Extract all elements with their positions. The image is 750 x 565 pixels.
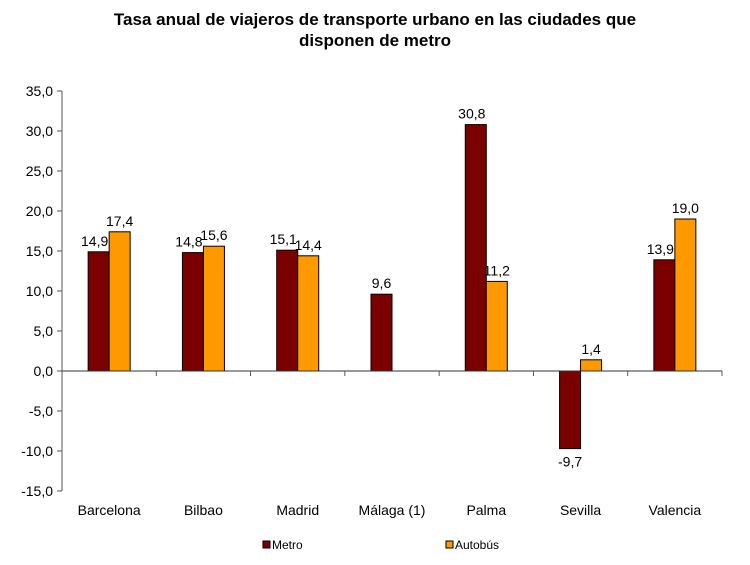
bar-autobus	[297, 255, 320, 372]
legend-label-autobus: Autobús	[455, 538, 499, 552]
legend: Metro Autobús	[262, 538, 499, 552]
data-labels: 14,9 17,4 14,815,6 15,114,4 9,6 30,8 11,2 -9,7 1…	[81, 106, 699, 470]
bar-autobus	[485, 280, 508, 372]
category-label: Málaga (1)	[359, 502, 426, 518]
category-label: Madrid	[276, 502, 319, 518]
y-tick-label: -10,0	[21, 443, 53, 459]
bar-autobus	[580, 359, 603, 372]
legend-swatch-autobus	[445, 540, 454, 549]
y-tick-label: 25,0	[26, 163, 53, 179]
bar-autobus	[108, 231, 131, 372]
data-label: 9,6	[372, 275, 392, 291]
category-label: Sevilla	[560, 502, 601, 518]
category-label: Bilbao	[184, 502, 223, 518]
bar-metro	[464, 124, 487, 372]
bar-metro	[276, 249, 299, 372]
bar-autobus	[202, 245, 225, 372]
y-tick-label: 0,0	[34, 363, 54, 379]
data-label: 15,1	[270, 231, 297, 247]
y-axis: 35,0 30,0 25,0 20,0 15,0 10,0 5,0 0,0 -5,0 -10,0 -…	[21, 83, 63, 499]
x-axis: Barcelona Bilbao Madrid Málaga (1) Palma Sevi…	[62, 370, 723, 518]
y-tick-label: 15,0	[26, 243, 53, 259]
bar-metro	[87, 251, 110, 372]
legend-swatch-metro	[262, 540, 271, 549]
bars	[87, 124, 697, 450]
category-label: Valencia	[649, 502, 702, 518]
data-label: 17,4	[106, 213, 133, 229]
chart-title-line-1: Tasa anual de viajeros de transporte urb…	[113, 10, 637, 29]
data-label: 11,2	[484, 262, 510, 278]
bar-autobus	[674, 218, 697, 372]
data-label: -9,7	[558, 454, 582, 470]
chart-title-line-2: disponen de metro	[298, 31, 452, 50]
data-label: 15,6	[200, 227, 227, 243]
y-tick-label: 35,0	[26, 83, 53, 99]
data-label: 14,8	[175, 234, 202, 250]
data-label: 30,8	[458, 106, 485, 122]
y-tick-label: 30,0	[26, 123, 53, 139]
bar-metro	[370, 293, 393, 372]
bar-metro	[653, 259, 676, 372]
data-label: 14,9	[81, 233, 108, 249]
y-tick-label: -15,0	[21, 483, 53, 499]
data-label: 19,0	[672, 200, 699, 216]
legend-label-metro: Metro	[272, 538, 303, 552]
category-label: Palma	[466, 502, 506, 518]
category-label: Barcelona	[78, 502, 141, 518]
data-label: 1,4	[581, 341, 601, 357]
y-tick-label: 20,0	[26, 203, 53, 219]
chart-title: Tasa anual de viajeros de transporte urb…	[0, 9, 750, 51]
bar-metro	[181, 252, 204, 372]
data-label: 13,9	[647, 241, 674, 257]
y-tick-label: -5,0	[29, 403, 53, 419]
y-tick-label: 10,0	[26, 283, 53, 299]
data-label: 14,4	[295, 237, 322, 253]
y-tick-label: 5,0	[34, 323, 54, 339]
bar-metro	[559, 370, 582, 450]
